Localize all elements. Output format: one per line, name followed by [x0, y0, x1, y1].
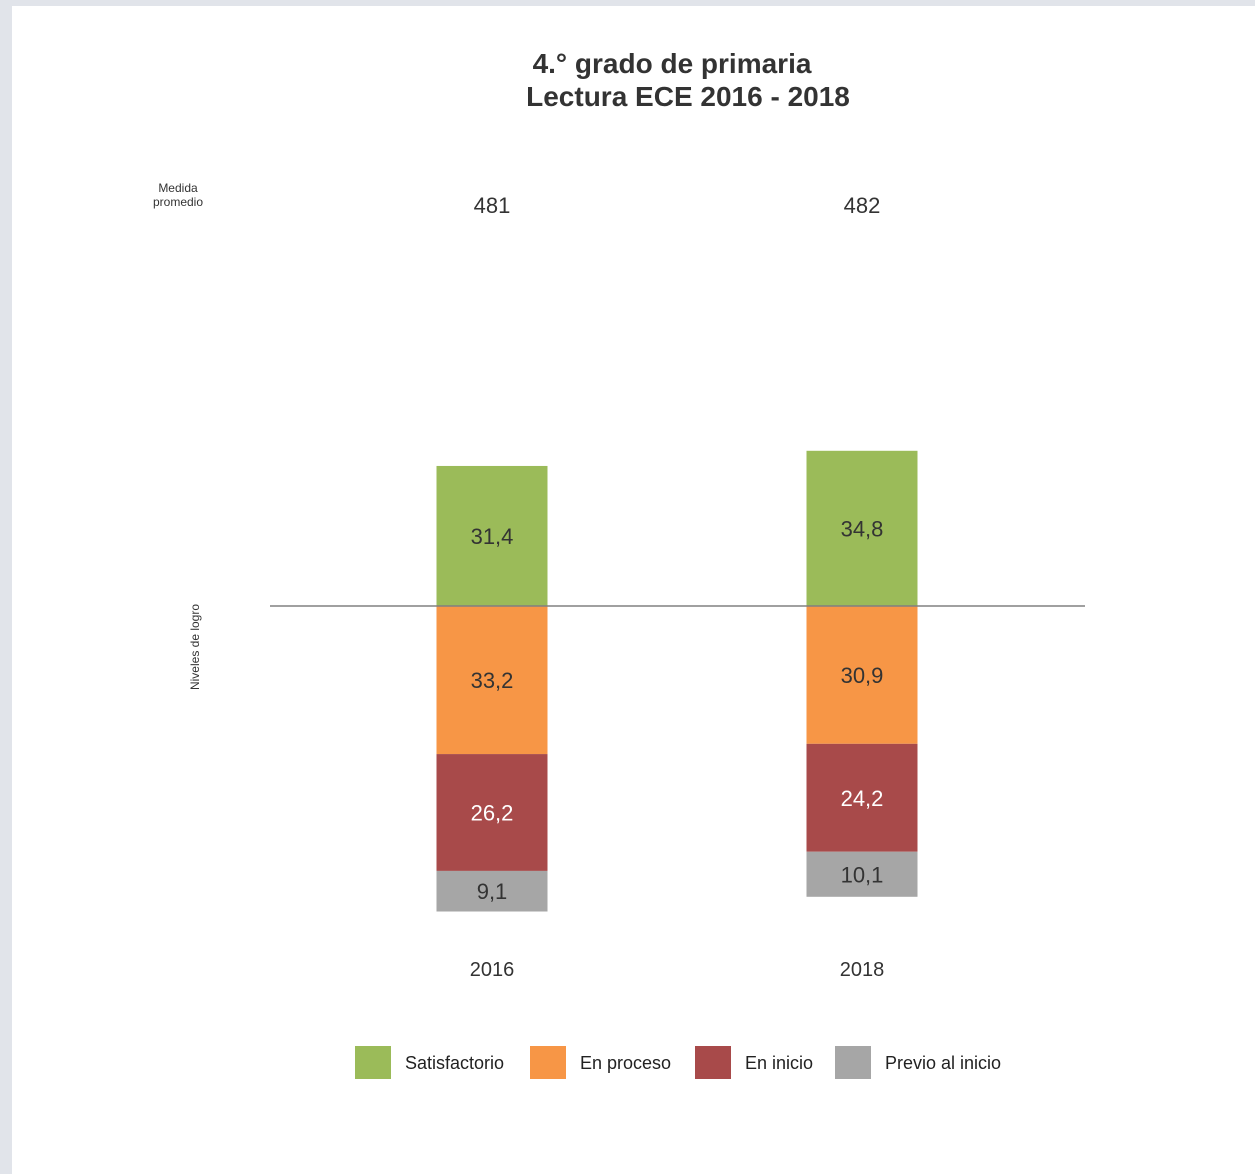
- x-tick-2018: 2018: [840, 959, 885, 981]
- mean-label-line-2: promedio: [153, 195, 203, 209]
- chart-svg: 4.° grado de primaria Lectura ECE 2016 -…: [153, 48, 1085, 1079]
- data-label-en-proceso-2018: 30,9: [841, 663, 884, 688]
- data-label-en-inicio-2016: 26,2: [471, 800, 514, 825]
- legend-swatch-en-inicio: [695, 1046, 731, 1079]
- legend: Satisfactorio En proceso En inicio Previo a…: [355, 1046, 1001, 1079]
- mean-label-line-1: Medida: [158, 181, 198, 195]
- data-label-previo-al-inicio-2018: 10,1: [841, 862, 884, 887]
- legend-label-previo-al-inicio: Previo al inicio: [885, 1053, 1001, 1073]
- data-label-previo-al-inicio-2016: 9,1: [477, 879, 508, 904]
- bar-previo-al-inicio-2016: [436, 870, 548, 912]
- legend-swatch-en-proceso: [530, 1046, 566, 1079]
- data-label-satisfactorio-2018: 34,8: [841, 516, 884, 541]
- mean-value-2016: 481: [474, 193, 511, 218]
- x-tick-2016: 2016: [470, 959, 515, 981]
- bar-satisfactorio-2016: [436, 465, 548, 606]
- legend-label-en-proceso: En proceso: [580, 1053, 671, 1073]
- chart-subtitle: Lectura ECE 2016 - 2018: [526, 81, 850, 112]
- mean-value-2018: 482: [844, 193, 881, 218]
- bar-satisfactorio-2018: [806, 450, 918, 606]
- data-label-satisfactorio-2016: 31,4: [471, 524, 514, 549]
- bar-en-inicio-2018: [806, 743, 918, 852]
- chart-title: 4.° grado de primaria: [533, 48, 812, 79]
- mean-values: 481 482: [474, 193, 881, 218]
- legend-label-en-inicio: En inicio: [745, 1053, 813, 1073]
- bar-en-inicio-2016: [436, 754, 548, 871]
- legend-label-satisfactorio: Satisfactorio: [405, 1053, 504, 1073]
- bar-en-proceso-2018: [806, 606, 918, 744]
- data-label-en-proceso-2016: 33,2: [471, 668, 514, 693]
- bar-en-proceso-2016: [436, 606, 548, 755]
- legend-swatch-satisfactorio: [355, 1046, 391, 1079]
- y-axis-label: Niveles de logro: [188, 604, 202, 690]
- bar-previo-al-inicio-2018: [806, 851, 918, 897]
- bar-value-labels: 31,4 33,2 26,2 9,1 34,8 30,9 24,2 10,1: [471, 516, 884, 904]
- legend-swatch-previo-al-inicio: [835, 1046, 871, 1079]
- x-axis-labels: 2016 2018: [470, 959, 885, 981]
- data-label-en-inicio-2018: 24,2: [841, 786, 884, 811]
- bars: [436, 450, 918, 912]
